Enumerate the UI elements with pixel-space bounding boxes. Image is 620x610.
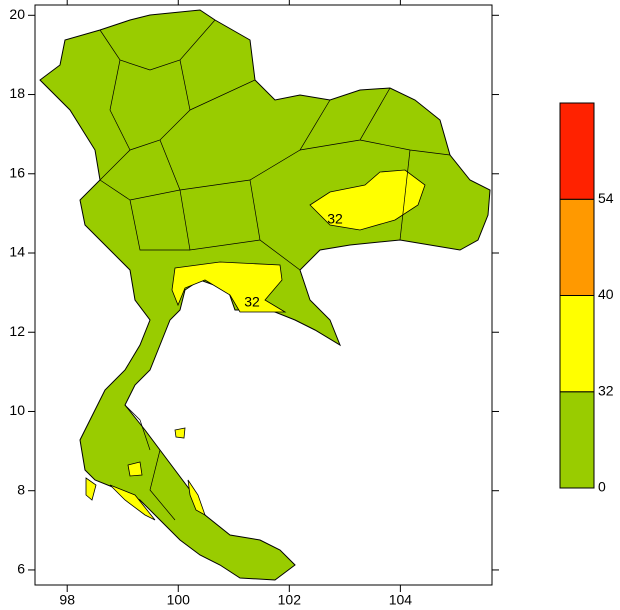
colorbar-label: 0 (598, 479, 606, 495)
x-tick-label: 102 (278, 592, 302, 608)
colorbar-label: 54 (598, 190, 614, 206)
colorbar-segment (559, 295, 595, 393)
contour-label: 32 (244, 294, 260, 310)
country-shape (39, 9, 491, 581)
colorbar-label: 40 (598, 286, 614, 302)
zone-32-40 (174, 427, 186, 439)
colorbar-label: 32 (598, 382, 614, 398)
zone-32-40 (85, 477, 97, 501)
colorbar-segment (559, 391, 595, 489)
colorbar-segment (559, 198, 595, 296)
y-tick-label: 14 (9, 244, 25, 260)
y-tick-label: 6 (17, 561, 25, 577)
y-tick-label: 10 (9, 402, 25, 418)
y-tick-label: 16 (9, 164, 25, 180)
colorbar-segment (559, 102, 595, 200)
zone-32-40 (309, 169, 426, 231)
y-tick-label: 12 (9, 323, 25, 339)
zone-32-40 (109, 484, 156, 521)
province-borders (99, 19, 451, 521)
x-tick-label: 98 (59, 592, 75, 608)
x-tick-label: 104 (389, 592, 413, 608)
contour-label: 32 (327, 211, 343, 227)
x-tick-label: 100 (167, 592, 191, 608)
zone-32-40 (187, 479, 206, 516)
zone-32-40 (127, 461, 143, 477)
axes: 98 100 102 104 6 8 10 12 14 16 18 20 (9, 0, 499, 608)
y-tick-label: 20 (9, 6, 25, 22)
colorbar: 0 32 40 54 (559, 102, 614, 495)
y-tick-label: 18 (9, 85, 25, 101)
zone-32-40 (171, 261, 287, 313)
y-tick-label: 8 (17, 481, 25, 497)
